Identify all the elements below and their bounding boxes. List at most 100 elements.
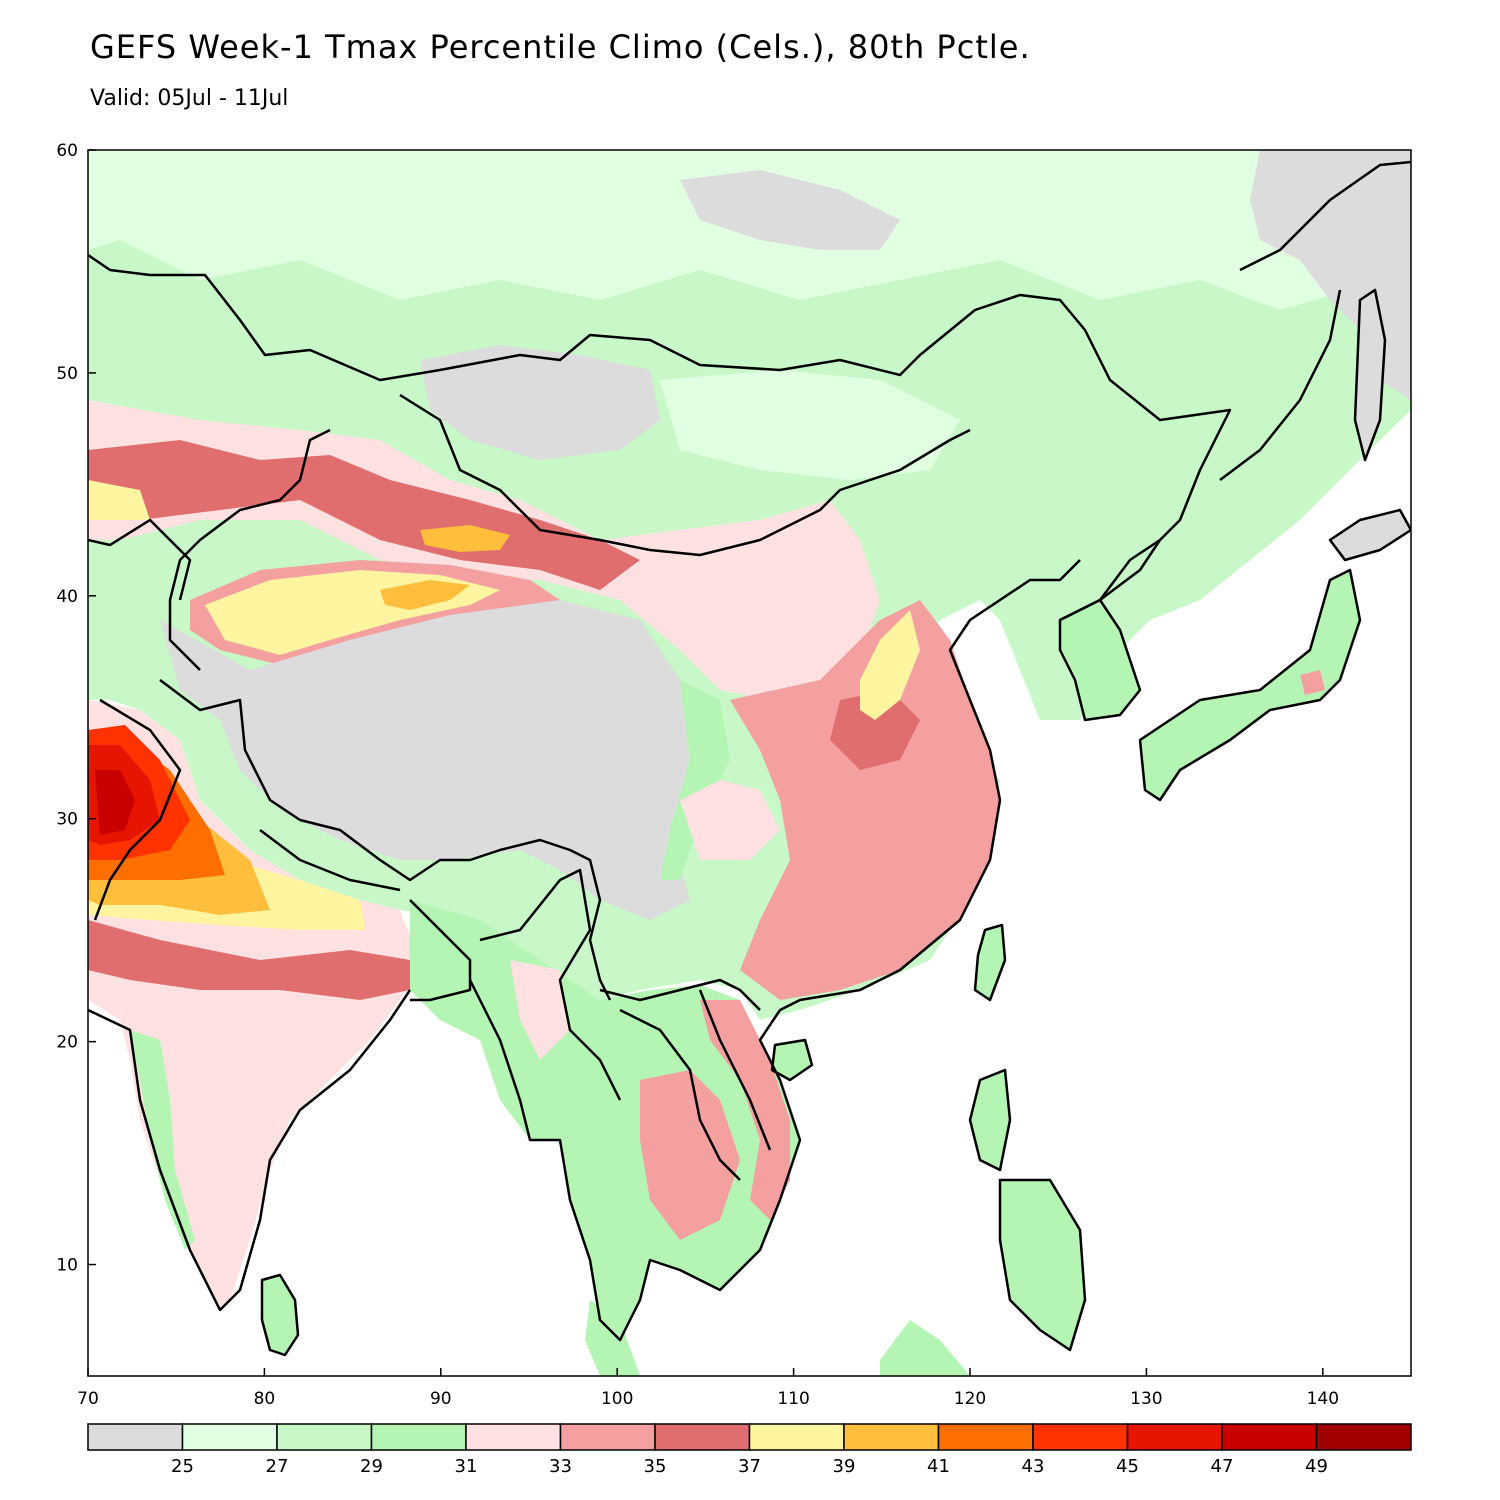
x-tick-label: 90 [430,1389,452,1409]
colorbar-swatch [843,1423,940,1451]
nepal-border [259,829,401,892]
hokkaido-coast [1328,508,1411,562]
taiwan-coast [973,923,1007,1002]
map-axes: 70 80 90 100 110 120 130 140 10 20 30 40 50 60 [56,141,1339,1409]
colorbar-swatch [1315,1423,1412,1451]
map-title: GEFS Week-1 Tmax Percentile Climo (Cels.… [90,28,1031,66]
china-coast [779,559,1081,1012]
colorbar-label: 41 [927,1456,950,1477]
colorbar-swatch [276,1423,373,1451]
land-india-west-green [130,1030,195,1250]
mindanao-coast [998,1178,1087,1352]
colorbar-label: 47 [1211,1456,1234,1477]
colorbar-label: 33 [549,1456,572,1477]
land-philippines-luzon [970,1070,1010,1170]
y-tick-label: 50 [56,364,78,384]
colorbar-swatch [465,1423,562,1451]
land-japan-warm [1300,670,1325,695]
y-tick-label: 30 [56,810,78,830]
colorbar-label: 27 [266,1456,289,1477]
bangladesh-border [409,899,472,1002]
srilanka-coast [260,1273,300,1357]
colorbar-swatch [937,1423,1034,1451]
x-tick-label: 120 [954,1389,986,1409]
land-hokkaido [1330,510,1411,560]
land-tarim-orange [380,580,470,610]
land-kazakh-hot [88,440,640,590]
land-mongolia-grey [420,345,660,460]
land-japan [1140,570,1360,800]
land-eastchina-warm [730,600,1000,1000]
land-eastchina-hot [830,690,920,770]
land-thailand-warm [640,1070,740,1240]
china-india-border [159,679,612,1001]
land-srilanka [262,1275,298,1355]
kazakh-south-border [88,518,192,601]
colorbar-label: 37 [738,1456,761,1477]
colorbar: 25 27 29 31 33 35 37 39 41 43 45 47 49 [87,1423,1412,1477]
x-tick-label: 70 [77,1389,99,1409]
pakistan-india-border [93,698,182,921]
china-mongolia-border [399,393,971,557]
x-tick-label: 140 [1307,1389,1339,1409]
x-tick-label: 130 [1130,1389,1162,1409]
land-borneo [880,1320,970,1376]
y-tick-label: 10 [56,1256,78,1276]
y-tick-label: 20 [56,1033,78,1053]
land-kazakh-yellow [88,480,150,520]
colorbar-swatch [559,1423,656,1451]
colorbar-label: 49 [1305,1456,1328,1477]
korea-coast [1058,598,1142,722]
thai-laos-border [619,1008,741,1181]
land-tibet-rim-green [660,680,730,880]
land-pakistan-core [95,770,135,835]
land-mongolia-pale [660,370,960,480]
x-tick-label: 100 [601,1389,633,1409]
china-kazakh-border [168,428,331,671]
russia-east-coast [1219,289,1342,481]
colorbar-swatch [1221,1423,1318,1451]
y-tick-label: 40 [56,587,78,607]
land-hainan [772,1040,812,1080]
hainan-coast [770,1038,814,1082]
russia-pacific-coast [1239,160,1411,272]
myanmar-border [479,868,622,1101]
colorbar-swatch [654,1423,751,1451]
land-tibet-grey [160,600,690,920]
china-seasia-border [599,978,761,1011]
land-philippines-south [1000,1180,1085,1350]
land-myanmar-warm [510,960,570,1060]
colorbar-swatch [748,1423,845,1451]
sakhalin-coast [1353,288,1387,462]
india-coast [88,989,412,1312]
border-lines [88,160,1411,1357]
colorbar-swatch [1126,1423,1223,1451]
luzon-coast [968,1068,1012,1172]
colorbar-label: 35 [644,1456,667,1477]
colorbar-label: 31 [455,1456,478,1477]
x-tick-label: 110 [777,1389,809,1409]
colorbar-swatch [181,1423,278,1451]
colorbar-label: 43 [1022,1456,1045,1477]
map-area [88,150,1411,1376]
map-subtitle: Valid: 05Jul - 11Jul [90,86,289,111]
map-frame [87,149,1412,1377]
colorbar-label: 45 [1116,1456,1139,1477]
y-tick-label: 60 [56,141,78,161]
colorbar-swatch [87,1423,184,1451]
x-tick-label: 80 [254,1389,276,1409]
land-sakhalin [1355,290,1385,460]
seasia-coast [468,979,802,1342]
colorbar-swatch [1032,1423,1129,1451]
colorbar-label: 29 [360,1456,383,1477]
land-sichuan-pale [680,780,780,860]
vietnam-laos-border [698,989,772,1151]
colorbar-label: 39 [833,1456,856,1477]
colorbar-swatch [370,1423,467,1451]
land-central-siberia-grey [680,170,900,250]
russia-border [88,253,1232,601]
land-northchina-yellow [860,610,920,720]
land-turpan-hot [420,525,510,552]
land-india-hot-band [88,920,410,1000]
